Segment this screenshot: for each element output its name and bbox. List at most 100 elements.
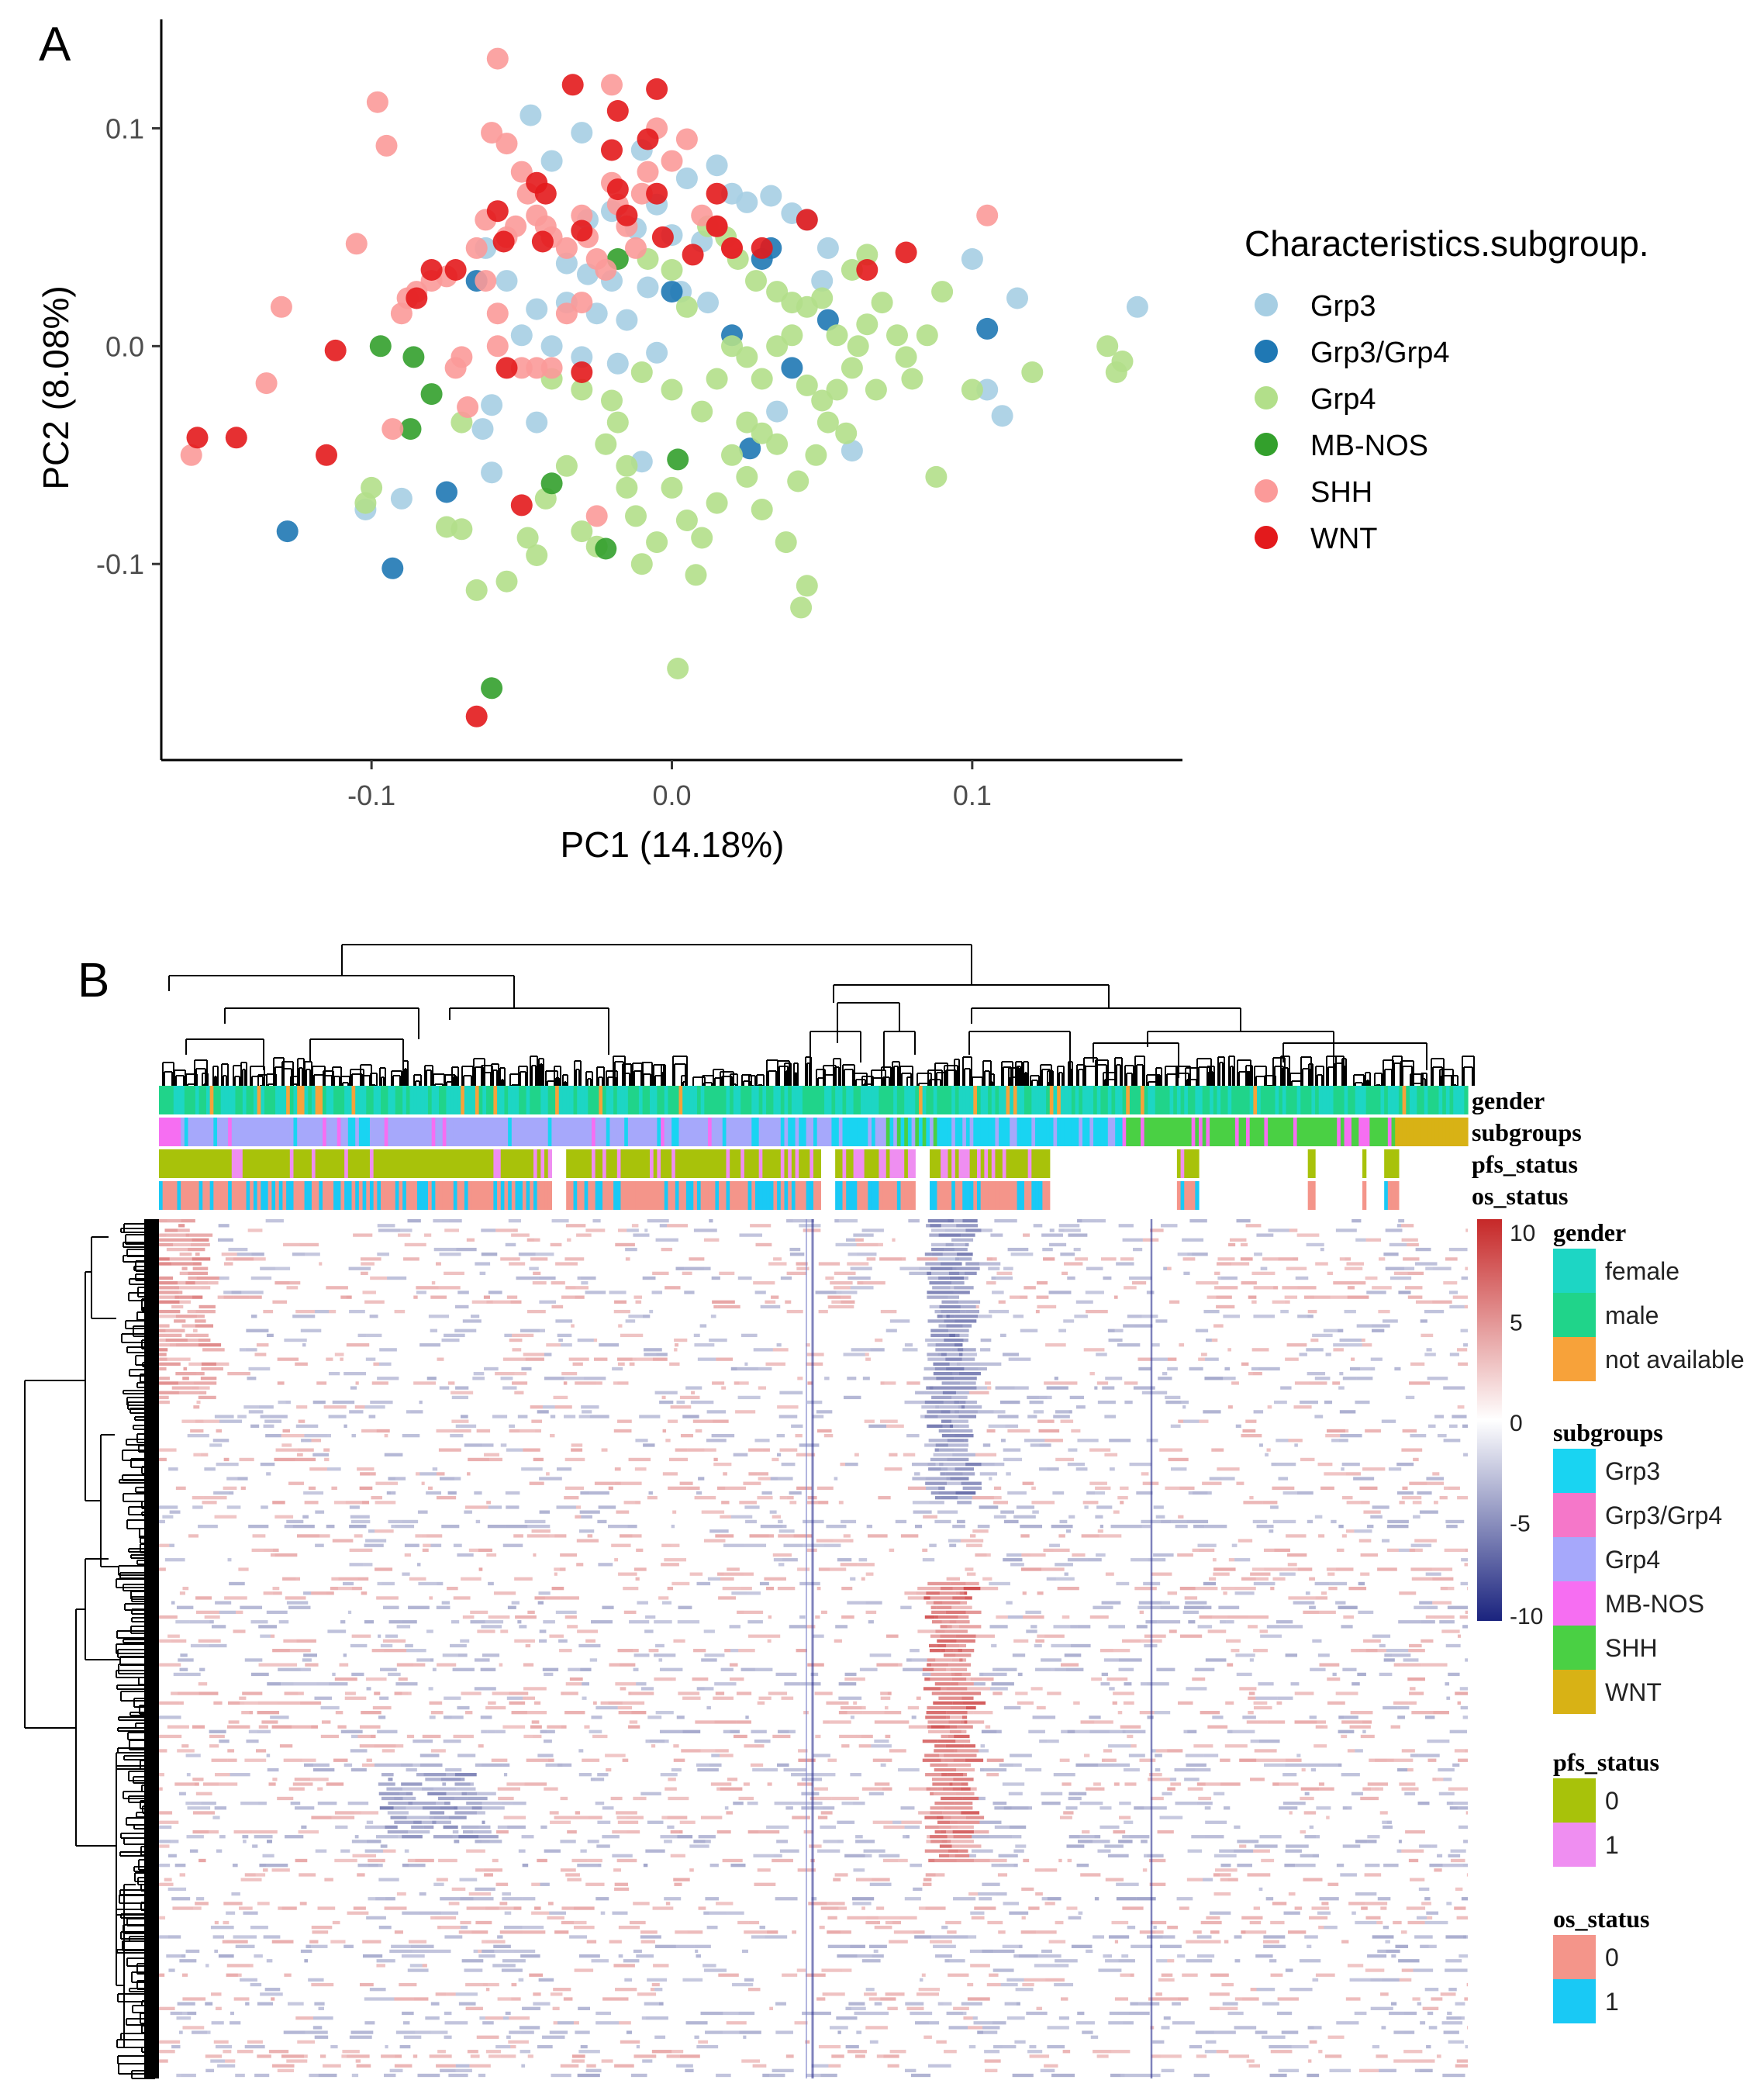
annotation-cell-subgroups [315, 1118, 319, 1146]
heatmap-cell [326, 1467, 341, 1471]
heatmap-cell [270, 1553, 275, 1557]
heatmap-cell [1336, 1864, 1345, 1868]
heatmap-cell [378, 1634, 381, 1638]
heatmap-cell [429, 1701, 443, 1705]
heatmap-cell [1345, 1529, 1355, 1533]
annotation-cell-gender [715, 1086, 720, 1114]
heatmap-cell [1064, 1262, 1083, 1266]
heatmap-cell [547, 1758, 554, 1762]
heatmap-cell [956, 1266, 980, 1270]
point-shh-14 [457, 396, 479, 418]
heatmap-cell [312, 1767, 335, 1772]
heatmap-cell [1310, 1767, 1317, 1772]
heatmap-cell [695, 1720, 715, 1724]
heatmap-cell [1239, 1758, 1257, 1762]
heatmap-cell [616, 1510, 630, 1514]
heatmap-cell [968, 1391, 989, 1394]
heatmap-cell [311, 1439, 322, 1443]
annotation-cell-subgroups [900, 1118, 905, 1146]
heatmap-cell [1401, 1496, 1422, 1500]
heatmap-cell [935, 1291, 954, 1294]
y-tick-label: -0.1 [96, 548, 144, 580]
heatmap-cell [260, 1266, 276, 1270]
annotation-cell-subgroups [195, 1118, 200, 1146]
heatmap-cell [1234, 1591, 1255, 1595]
annotation-cell-subgroups [1169, 1118, 1174, 1146]
heatmap-cell [361, 1591, 368, 1595]
heatmap-cell [457, 1754, 476, 1757]
heatmap-cell [295, 1309, 315, 1314]
heatmap-cell [1345, 1472, 1361, 1476]
heatmap-cell [1113, 1295, 1118, 1299]
annotation-cell-subgroups [308, 1118, 312, 1146]
heatmap-cell [302, 1343, 306, 1347]
heatmap-cell [1006, 1553, 1022, 1557]
annotation-cell-pfs-status [700, 1149, 705, 1178]
heatmap-cell [839, 1734, 857, 1739]
annotation-cell-os-status [784, 1181, 789, 1210]
heatmap-cell [168, 1467, 178, 1471]
heatmap-cell [386, 1491, 392, 1495]
legend-key-grp4 [1255, 386, 1278, 409]
annotation-cell-subgroups [1365, 1118, 1370, 1146]
heatmap-cell [454, 1329, 477, 1332]
heatmap-cell [953, 1424, 960, 1428]
annotation-cell-subgroups [1300, 1118, 1305, 1146]
heatmap-cell [302, 1658, 312, 1662]
annotation-cell-gender [399, 1086, 403, 1114]
heatmap-cell [1450, 1858, 1465, 1863]
heatmap-cell [1436, 1778, 1444, 1781]
heatmap-cell [930, 1491, 939, 1495]
heatmap-cell [833, 1878, 841, 1881]
heatmap-cell [668, 1778, 676, 1781]
heatmap-cell [682, 1271, 692, 1276]
heatmap-cell [1044, 1381, 1065, 1385]
annotation-cell-gender [1282, 1086, 1287, 1114]
heatmap-cell [513, 1228, 518, 1232]
heatmap-cell [1286, 1534, 1307, 1538]
heatmap-cell [1401, 1849, 1424, 1853]
heatmap-cell [500, 1629, 509, 1633]
heatmap-cell [902, 1348, 918, 1352]
heatmap-cell [598, 1505, 616, 1509]
point-shh-28 [571, 204, 593, 226]
heatmap-cell [1134, 1324, 1153, 1328]
heatmap-cell [1237, 1864, 1252, 1868]
heatmap-cell [930, 1677, 952, 1681]
heatmap-cell [1236, 1672, 1252, 1677]
heatmap-cell [415, 1858, 434, 1863]
heatmap-cell [1421, 1663, 1444, 1667]
heatmap-cell [950, 1716, 962, 1719]
heatmap-cell [1220, 1758, 1231, 1762]
heatmap-cell [537, 1410, 549, 1414]
heatmap-cell [1338, 1329, 1344, 1332]
heatmap-cell [446, 1792, 462, 1795]
heatmap-cell [323, 1405, 347, 1409]
heatmap-cell [1055, 1457, 1074, 1462]
heatmap-cell [1303, 1295, 1310, 1299]
heatmap-cell [1033, 1410, 1044, 1414]
heatmap-cell [248, 1729, 257, 1733]
annotation-cell-os-status [969, 1181, 974, 1210]
annotation-cell-subgroups [1387, 1118, 1393, 1146]
annotation-cell-gender [882, 1086, 887, 1114]
heatmap-cell [191, 1386, 199, 1390]
heatmap-cell [840, 1462, 846, 1467]
heatmap-cell [880, 1691, 888, 1695]
heatmap-cell [1049, 1242, 1067, 1247]
heatmap-cell [526, 1238, 534, 1242]
annotation-cell-subgroups [937, 1118, 941, 1146]
heatmap-cell [1146, 1682, 1169, 1686]
heatmap-cell [1204, 1377, 1224, 1380]
panel-b-letter: B [78, 954, 109, 1007]
heatmap-cell [929, 1501, 944, 1505]
annotation-cell-gender [1020, 1086, 1025, 1114]
heatmap-cell [535, 1253, 554, 1256]
heatmap-cell [512, 1348, 522, 1352]
heatmap-cell [854, 1453, 859, 1456]
annotation-cell-subgroups [788, 1118, 792, 1146]
heatmap-cell [1216, 1295, 1232, 1299]
heatmap-cell [1227, 1405, 1233, 1409]
heatmap-cell [709, 1338, 727, 1342]
